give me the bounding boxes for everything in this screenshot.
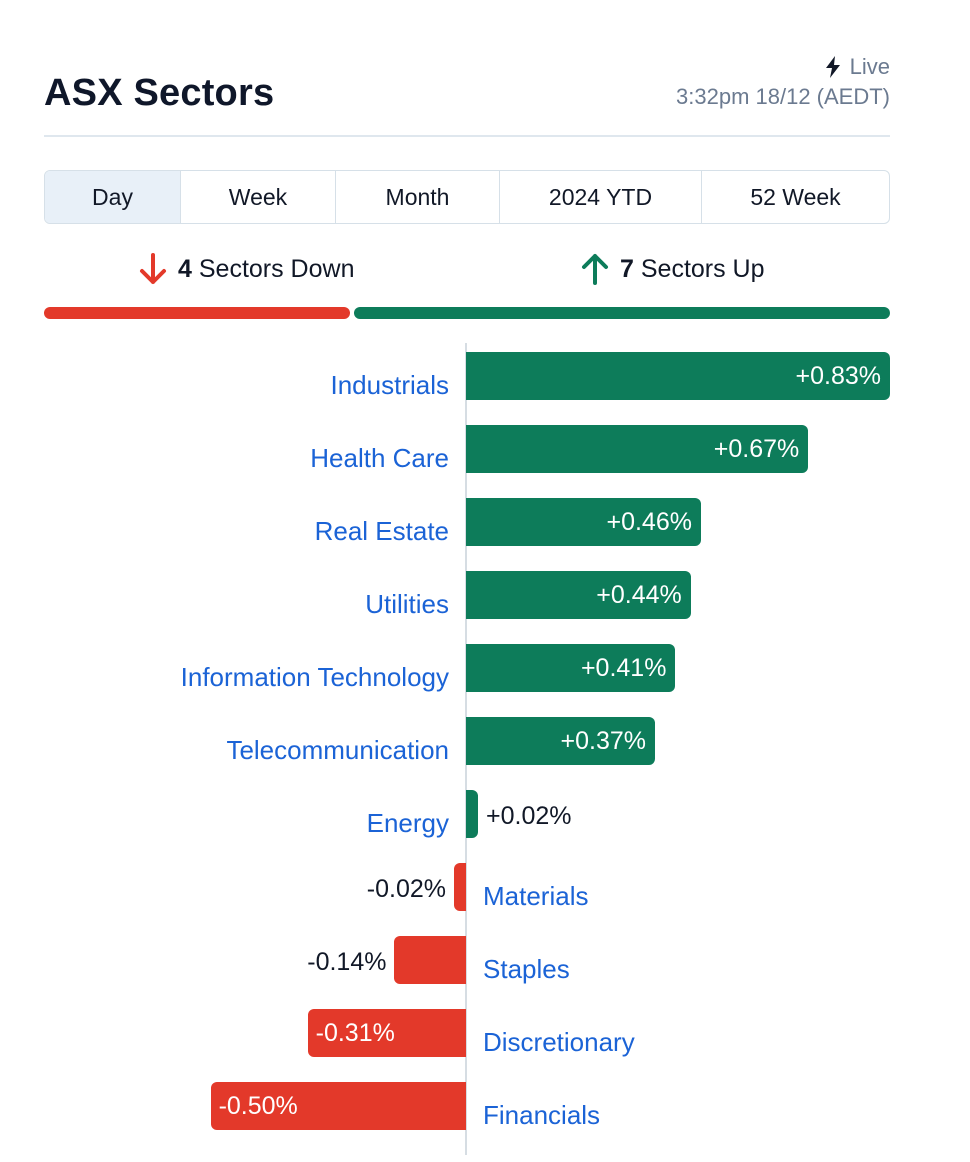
sector-label-real-estate[interactable]: Real Estate xyxy=(314,516,449,546)
period-tabs: Day Week Month 2024 YTD 52 Week xyxy=(44,170,890,224)
bar-energy xyxy=(466,790,478,838)
bar-materials xyxy=(454,863,466,911)
sector-label-materials[interactable]: Materials xyxy=(483,881,589,911)
sectors-up-label: Sectors Up xyxy=(640,254,765,283)
live-label: Live xyxy=(849,54,890,79)
sectors-up-count: 7 xyxy=(620,254,634,283)
sectors-down-summary: 4 Sectors Down xyxy=(138,252,354,286)
tab-52-week[interactable]: 52 Week xyxy=(750,183,841,210)
bar-real-estate xyxy=(466,498,701,546)
sector-label-telecommunication[interactable]: Telecommunication xyxy=(226,735,449,765)
sector-label-information-technology[interactable]: Information Technology xyxy=(180,662,449,692)
arrow-down-icon xyxy=(140,253,166,284)
value-label-utilities: +0.44% xyxy=(596,581,682,609)
value-label-energy: +0.02% xyxy=(486,802,572,830)
tab-month[interactable]: Month xyxy=(336,171,500,223)
tab-day[interactable]: Day xyxy=(45,171,181,223)
sector-label-staples[interactable]: Staples xyxy=(483,954,570,984)
sector-label-industrials[interactable]: Industrials xyxy=(330,370,450,400)
bar-utilities xyxy=(466,571,691,619)
value-label-discretionary: -0.31% xyxy=(315,1019,395,1047)
value-label-materials: -0.02% xyxy=(366,875,446,903)
bar-discretionary xyxy=(307,1009,466,1057)
sectors-down-bar xyxy=(44,307,350,319)
arrow-up-icon xyxy=(582,254,608,285)
timestamp: 3:32pm 18/12 (AEDT) xyxy=(676,84,890,109)
live-indicator: Live xyxy=(824,54,890,80)
value-label-information-technology: +0.41% xyxy=(580,654,667,682)
sector-label-health-care[interactable]: Health Care xyxy=(310,443,449,473)
bar-staples xyxy=(394,936,466,984)
sectors-down-count: 4 xyxy=(178,254,192,283)
value-label-health-care: +0.67% xyxy=(713,435,800,463)
value-label-industrials: +0.83% xyxy=(795,362,882,390)
sectors-up-summary: 7 Sectors Up xyxy=(580,252,765,286)
tab-week[interactable]: Week xyxy=(181,171,336,223)
value-label-financials: -0.50% xyxy=(218,1092,298,1120)
page-title: ASX Sectors xyxy=(44,72,275,114)
header-divider xyxy=(44,135,890,137)
sector-label-utilities[interactable]: Utilities xyxy=(365,589,449,619)
sector-label-financials[interactable]: Financials xyxy=(483,1100,601,1130)
sectors-down-label: Sectors Down xyxy=(198,254,355,283)
bar-financials xyxy=(210,1082,466,1130)
sector-label-energy[interactable]: Energy xyxy=(366,808,449,838)
bar-health-care xyxy=(466,425,809,473)
value-label-staples: -0.14% xyxy=(307,948,387,976)
bar-information-technology xyxy=(466,644,676,692)
value-label-telecommunication: +0.37% xyxy=(560,727,647,755)
bar-telecommunication xyxy=(466,717,655,765)
sectors-up-bar xyxy=(354,307,890,319)
tab-2024-ytd[interactable]: 2024 YTD xyxy=(500,171,702,223)
value-label-real-estate: +0.46% xyxy=(606,508,692,536)
lightning-bolt-icon xyxy=(825,56,840,78)
bar-industrials xyxy=(466,352,890,400)
sector-label-discretionary[interactable]: Discretionary xyxy=(483,1027,635,1057)
